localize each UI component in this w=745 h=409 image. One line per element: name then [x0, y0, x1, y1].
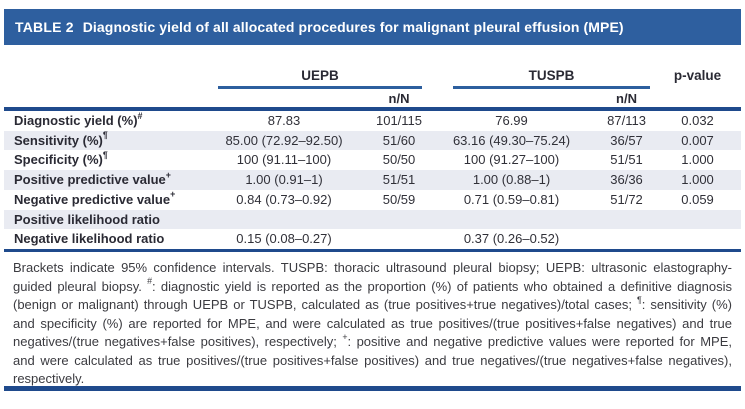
- footnote-text: : sensitivity (%) and specificity (%) ar…: [13, 297, 732, 350]
- cell-uepb-value: 0.84 (0.73–0.92): [236, 191, 332, 207]
- column-header-nN-uepb: n/N: [374, 89, 425, 111]
- cell-uepb-nN: [374, 210, 424, 230]
- empty-header-cell: [4, 45, 194, 89]
- cell-tuspb-value: 1.00 (0.88–1): [472, 172, 551, 188]
- cell-uepb-nN: [374, 229, 425, 252]
- table-row: Negative predictive value+ 0.84 (0.73–0.9…: [4, 190, 741, 210]
- cell-tuspb-value: [424, 210, 599, 230]
- table-row: Sensitivity (%)¶ 85.00 (72.92–92.50) 51/60…: [4, 130, 742, 151]
- subheader-row: n/N n/N: [4, 89, 742, 111]
- footnote-text: Brackets indicate 95% confidence interva…: [13, 259, 732, 294]
- table-row: Specificity (%)¶ 100 (91.11–100) 50/50 100 …: [4, 150, 741, 170]
- row-label: Negative predictive value+: [14, 189, 176, 207]
- table-title-bar: TABLE 2 Diagnostic yield of all allocate…: [4, 9, 741, 45]
- column-group-pvalue: p-value: [654, 45, 741, 89]
- cell-uepb-value: 0.15 (0.08–0.27): [194, 229, 374, 252]
- cell-uepb-nN: 51/60: [382, 132, 416, 148]
- table-row: Negative likelihood ratio 0.15 (0.08–0.27…: [4, 229, 742, 252]
- diagnostic-yield-table: UEPB TUSPB p-value n/N n/N Diagnostic yi…: [4, 45, 742, 252]
- cell-uepb-value: 85.00 (72.92–92.50): [225, 132, 343, 148]
- table-caption: Diagnostic yield of all allocated proced…: [82, 19, 624, 35]
- cell-uepb-nN: 51/51: [382, 172, 416, 188]
- row-label: Diagnostic yield (%)#: [14, 110, 143, 128]
- cell-tuspb-value: 100 (91.27–100): [463, 152, 560, 168]
- table-number: TABLE 2: [15, 19, 74, 35]
- row-label: Specificity (%)¶: [14, 150, 108, 168]
- cell-uepb-value: [194, 210, 374, 230]
- row-label: Positive likelihood ratio: [14, 211, 160, 227]
- cell-tuspb-value: 0.71 (0.59–0.81): [463, 191, 560, 207]
- cell-tuspb-nN: 36/57: [610, 132, 643, 148]
- empty-header-cell: [194, 89, 374, 111]
- empty-header-cell: [4, 89, 194, 111]
- row-label-superscript: +: [165, 170, 171, 180]
- cell-tuspb-value: 63.16 (49.30–75.24): [452, 132, 571, 148]
- row-label-superscript: +: [170, 189, 176, 200]
- column-header-uepb: UEPB: [218, 68, 423, 89]
- cell-tuspb-nN: 51/72: [610, 191, 643, 207]
- cell-tuspb-nN: 87/113: [607, 113, 646, 128]
- footnote-superscript: +: [342, 331, 348, 342]
- cell-tuspb-nN: [599, 210, 654, 230]
- cell-uepb-value: 1.00 (0.91–1): [245, 172, 323, 188]
- column-header-nN-tuspb: n/N: [599, 89, 655, 111]
- table-row: Positive likelihood ratio: [4, 209, 742, 230]
- table-row: Diagnostic yield (%)# 87.83 101/115 76.99 87…: [4, 109, 741, 131]
- cell-p-value: 1.000: [681, 152, 714, 168]
- column-header-pvalue: p-value: [673, 68, 722, 83]
- cell-p-value: 0.032: [681, 113, 714, 128]
- row-label-superscript: #: [137, 110, 143, 121]
- cell-uepb-nN: 50/50: [382, 152, 416, 168]
- row-label: Sensitivity (%)¶: [14, 130, 108, 148]
- cell-tuspb-nN: 36/36: [610, 172, 643, 188]
- cell-tuspb-nN: [599, 229, 655, 252]
- table-header: UEPB TUSPB p-value n/N n/N: [4, 45, 742, 111]
- cell-tuspb-value: 0.37 (0.26–0.52): [424, 229, 600, 252]
- row-label-superscript: ¶: [102, 130, 108, 141]
- cell-uepb-value: 87.83: [267, 113, 301, 128]
- cell-tuspb-value: 76.99: [495, 113, 528, 128]
- cell-uepb-nN: 101/115: [375, 113, 423, 128]
- cell-p-value: 0.007: [681, 132, 714, 148]
- column-group-tuspb: TUSPB: [424, 45, 654, 89]
- footnote-superscript: #: [147, 276, 153, 287]
- footnote-text: : diagnostic yield is reported as the pr…: [13, 278, 733, 313]
- footnote-text: : positive and negative predictive value…: [13, 334, 732, 387]
- column-group-uepb: UEPB: [194, 45, 424, 89]
- column-header-tuspb: TUSPB: [453, 68, 651, 89]
- empty-header-cell: [424, 89, 600, 111]
- table-row: Positive predictive value+ 1.00 (0.91–1) 5…: [4, 170, 742, 190]
- cell-uepb-nN: 50/59: [382, 191, 416, 207]
- group-header-row: UEPB TUSPB p-value: [4, 45, 741, 89]
- cell-uepb-value: 100 (91.11–100): [236, 152, 332, 168]
- table-body: Diagnostic yield (%)# 87.83 101/115 76.99 87…: [4, 109, 742, 252]
- empty-header-cell: [654, 89, 742, 111]
- cell-p-value: [654, 229, 742, 252]
- row-label: Positive predictive value+: [14, 170, 171, 188]
- footnote-superscript: ¶: [637, 294, 642, 305]
- cell-p-value: 1.000: [681, 172, 714, 188]
- table-footnote: Brackets indicate 95% confidence interva…: [4, 252, 741, 391]
- row-label-superscript: ¶: [102, 150, 108, 161]
- cell-tuspb-nN: 51/51: [610, 152, 643, 168]
- row-label: Negative likelihood ratio: [4, 229, 194, 252]
- cell-p-value: 0.059: [681, 191, 714, 207]
- cell-p-value: [654, 210, 741, 230]
